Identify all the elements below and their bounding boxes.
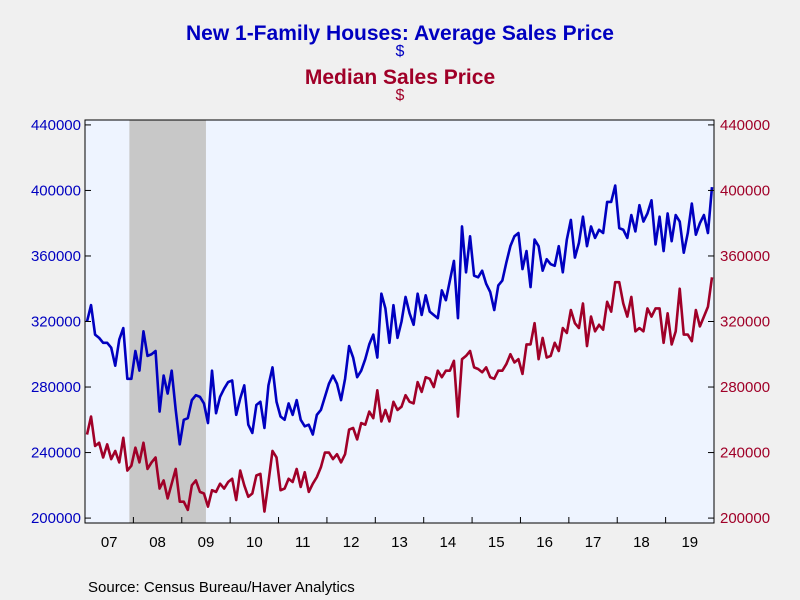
x-tick-label: 13 [391,534,408,551]
x-tick-label: 19 [681,534,698,551]
y-left-tick-label: 280000 [31,379,81,396]
y-left-tick-label: 440000 [31,117,81,134]
y-right-tick-label: 440000 [720,117,770,134]
x-tick-label: 08 [149,534,166,551]
y-left-tick-label: 400000 [31,182,81,199]
chart-unit-line2: $ [396,87,405,104]
y-right-tick-label: 280000 [720,379,770,396]
y-right-tick-label: 240000 [720,445,770,462]
x-tick-label: 11 [295,534,311,551]
chart-unit-line1: $ [396,43,405,60]
x-tick-label: 18 [633,534,650,551]
chart-title-line2: Median Sales Price [305,66,495,89]
y-right-tick-label: 200000 [720,510,770,527]
x-tick-label: 17 [585,534,602,551]
chart-title-line1: New 1-Family Houses: Average Sales Price [186,22,614,45]
recession-layer [129,120,206,523]
x-tick-label: 09 [198,534,215,551]
y-right-tick-label: 360000 [720,248,770,265]
x-tick-label: 10 [246,534,263,551]
x-tick-label: 15 [488,534,505,551]
y-left-tick-label: 360000 [31,248,81,265]
x-tick-label: 14 [440,534,457,551]
x-tick-label: 16 [536,534,553,551]
recession-band [129,120,206,523]
x-tick-label: 12 [343,534,360,551]
series-line-median-sales-price [85,277,714,513]
y-right-tick-label: 320000 [720,314,770,331]
y-left-tick-label: 200000 [31,510,81,527]
source-note: Source: Census Bureau/Haver Analytics [88,579,355,596]
y-left-tick-label: 320000 [31,314,81,331]
series-layer [85,184,714,513]
axis-layer: 200000 200000 240000 240000 280000 280000 3200… [31,117,770,551]
y-left-tick-label: 240000 [31,445,81,462]
series-line-average-sales-price [85,184,714,446]
y-right-tick-label: 400000 [720,182,770,199]
x-tick-label: 07 [101,534,118,551]
